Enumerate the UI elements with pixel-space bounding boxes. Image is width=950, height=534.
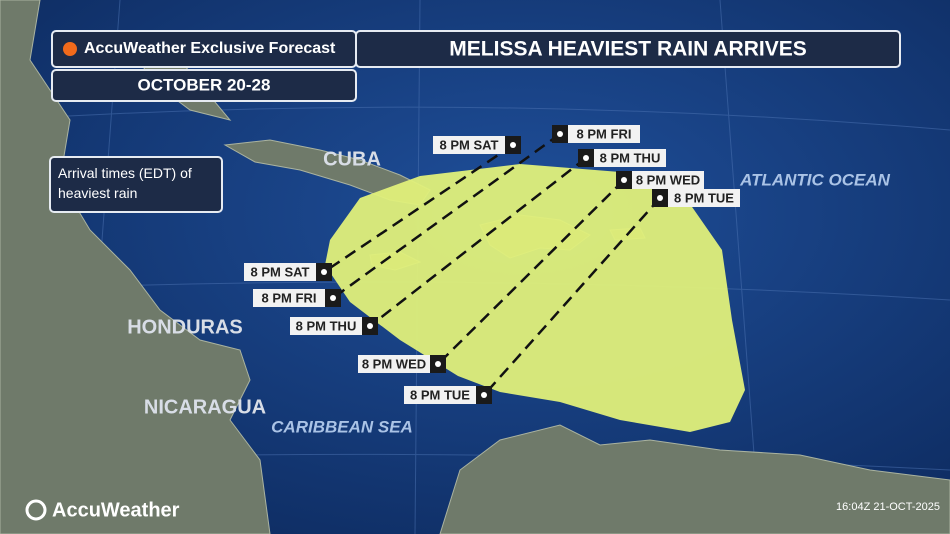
dot [367,323,373,329]
arrival-label: 8 PM TUE [410,387,470,402]
arrival-label: 8 PM FRI [262,290,317,305]
title: MELISSA HEAVIEST RAIN ARRIVES [449,38,806,61]
dot [621,177,627,183]
note-box [49,156,223,213]
label-box [358,355,430,373]
label-box [594,149,666,167]
place-label: HONDURAS [127,316,243,338]
arrival-label: 8 PM THU [600,150,661,165]
logo-icon [25,499,47,521]
arrival-line [437,179,625,365]
dot [583,155,589,161]
dot [557,131,563,137]
arrival-label: 8 PM WED [636,172,700,187]
place-label: CUBA [323,148,381,170]
heavy-rain-area [325,164,745,432]
arrival-label: 8 PM TUE [674,190,734,205]
label-box [244,263,316,281]
dot [435,361,441,367]
arrival-line [483,197,661,396]
place-label: ATLANTIC OCEAN [739,170,891,189]
label-box [668,189,740,207]
arrival-label: 8 PM FRI [577,126,632,141]
dates: OCTOBER 20-28 [138,75,271,94]
dot [330,295,336,301]
label-box [433,136,505,154]
label-box [632,171,704,189]
label-box [568,125,640,143]
arrival-label: 8 PM THU [296,318,357,333]
note-wrap: Arrival times (EDT) of heaviest rain [58,165,192,201]
place-label: NICARAGUA [144,396,266,418]
arrival-line [332,132,561,300]
logo: AccuWeather [52,499,180,521]
arrival-label: 8 PM SAT [251,264,310,279]
legend-note: Arrival times (EDT) of heaviest rain [58,165,192,201]
dot [657,195,663,201]
label-box [290,317,362,335]
arrival-label: 8 PM SAT [440,137,499,152]
title-box [355,30,901,68]
dates-box [51,69,357,102]
dot [481,392,487,398]
dot [321,269,327,275]
arrival-line [369,157,587,327]
arrival-lines [323,132,661,396]
timestamp: 16:04Z 21-OCT-2025 [836,501,940,513]
dot [510,142,516,148]
sun-icon [63,42,77,56]
label-box [404,386,476,404]
brand-text: AccuWeather Exclusive Forecast [84,40,336,57]
arrival-labels: 8 PM SAT 8 PM FRI 8 PM THU 8 PM WED 8 PM TUE… [244,125,740,404]
label-box [253,289,325,307]
arrival-label: 8 PM WED [362,356,426,371]
place-label: CARIBBEAN SEA [271,417,413,436]
